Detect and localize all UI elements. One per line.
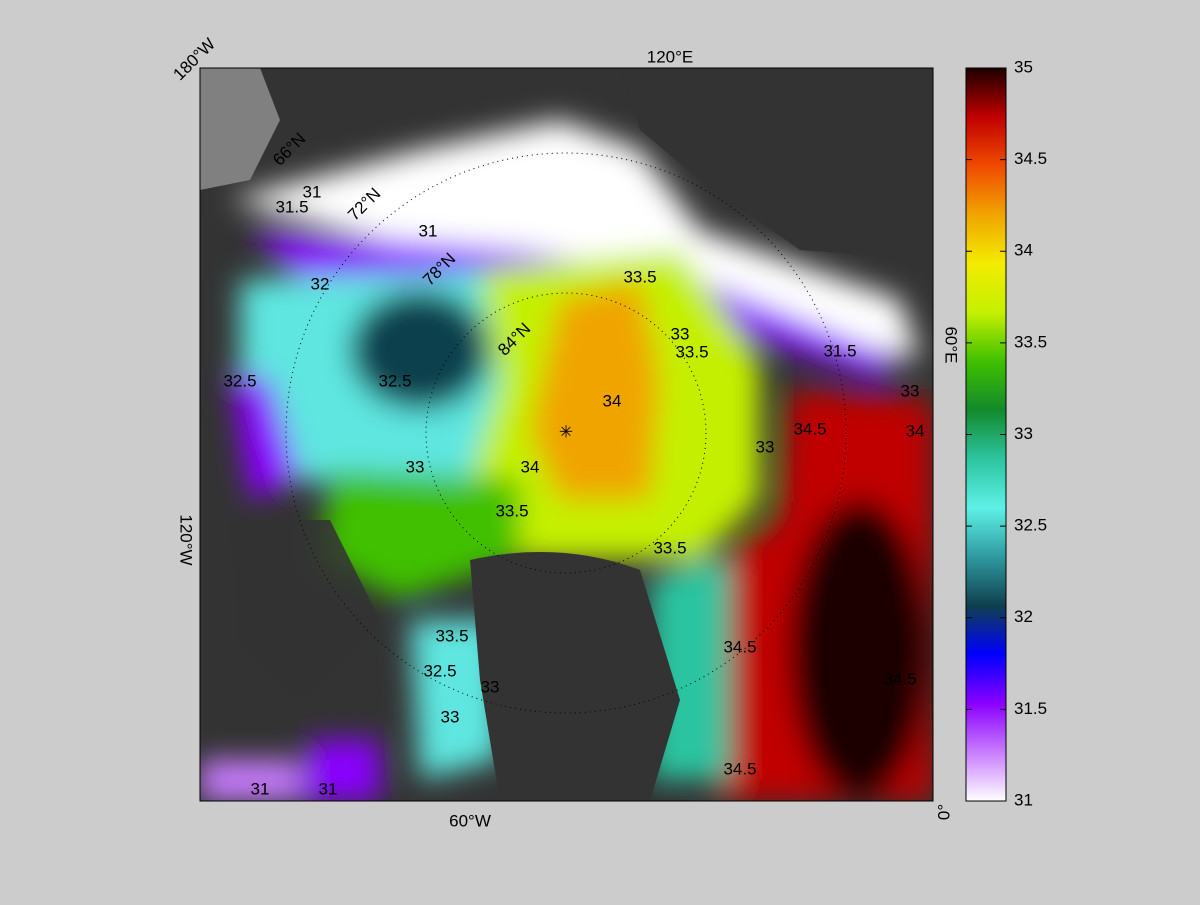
land-shade (200, 68, 280, 190)
longitude-label: 120°W (177, 514, 196, 565)
siberia (620, 68, 933, 260)
contour-label: 31 (319, 779, 338, 798)
map-area: ✳ (200, 68, 933, 801)
contour-label: 33.5 (435, 626, 468, 645)
contour-label: 31.5 (823, 341, 856, 360)
contour-label: 34.5 (793, 419, 826, 438)
contour-label: 31 (419, 221, 438, 240)
contour-label: 31.5 (275, 197, 308, 216)
archipelago (230, 520, 380, 700)
colorbar-tick-label: 33.5 (1014, 332, 1047, 351)
contour-label: 34.5 (723, 759, 756, 778)
colorbar-tick-label: 31 (1014, 790, 1033, 809)
contour-label: 33 (441, 707, 460, 726)
longitude-label: 0° (934, 804, 953, 820)
contour-label: 32.5 (378, 371, 411, 390)
contour-label: 34 (603, 391, 622, 410)
colorbar-tick-label: 33 (1014, 424, 1033, 443)
greenland (470, 552, 680, 801)
contour-label: 33 (901, 381, 920, 400)
latitude-circle (425, 292, 707, 574)
contour-label: 33.5 (623, 267, 656, 286)
contour-label: 31 (251, 779, 270, 798)
contour-label: 34.5 (723, 637, 756, 656)
contour-label: 33.5 (495, 501, 528, 520)
colorbar-tick-label: 31.5 (1014, 699, 1047, 718)
salinity-field (200, 120, 933, 801)
contour-label: 33 (406, 457, 425, 476)
colorbar-tick-label: 32 (1014, 607, 1033, 626)
contour-label: 33.5 (653, 538, 686, 557)
contour-label: 34 (906, 421, 925, 440)
contour-label: 31 (303, 182, 322, 201)
contour-label: 33.5 (675, 342, 708, 361)
latitude-circle (285, 152, 847, 714)
colorbar-tick-label: 32.5 (1014, 516, 1047, 535)
contour-label: 33 (756, 437, 775, 456)
contour-label: 32 (311, 274, 330, 293)
pole-marker: ✳ (559, 422, 573, 441)
colorbar-tick-label: 35 (1014, 57, 1033, 76)
longitude-label: 60°E (942, 326, 961, 363)
contour-label: 32.5 (223, 371, 256, 390)
contour-label: 34 (521, 457, 540, 476)
colorbar-tick-label: 34 (1014, 241, 1033, 260)
longitude-label: 60°W (449, 811, 491, 830)
longitude-label: 120°E (647, 47, 694, 66)
colorbar (965, 67, 1007, 802)
map-frame (199, 67, 934, 802)
contour-label: 32.5 (423, 661, 456, 680)
contour-label: 34.5 (883, 669, 916, 688)
contour-label: 33 (671, 324, 690, 343)
contour-label: 33 (481, 677, 500, 696)
colorbar-tick-label: 34.5 (1014, 149, 1047, 168)
